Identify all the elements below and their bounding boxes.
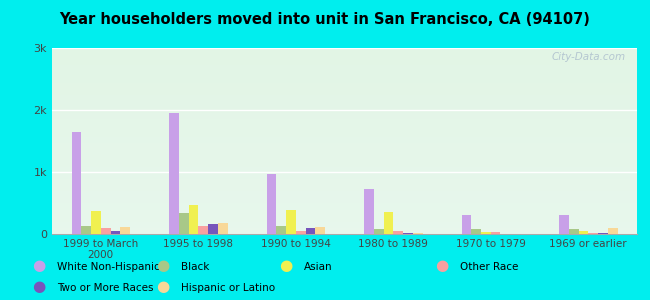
- Bar: [578, 231, 588, 234]
- Bar: [266, 173, 276, 234]
- Text: ●: ●: [436, 258, 448, 273]
- Bar: [276, 226, 286, 234]
- Text: ●: ●: [32, 258, 46, 273]
- Bar: [559, 215, 569, 234]
- Bar: [569, 229, 578, 234]
- Bar: [608, 228, 617, 234]
- Text: ●: ●: [156, 258, 169, 273]
- Bar: [403, 233, 413, 234]
- Text: Hispanic or Latino: Hispanic or Latino: [181, 283, 275, 293]
- Bar: [393, 231, 403, 234]
- Bar: [510, 233, 520, 234]
- Text: ●: ●: [156, 279, 169, 294]
- Text: Year householders moved into unit in San Francisco, CA (94107): Year householders moved into unit in San…: [60, 12, 590, 27]
- Bar: [471, 229, 481, 234]
- Bar: [374, 229, 383, 234]
- Bar: [413, 233, 422, 234]
- Text: Asian: Asian: [304, 262, 333, 272]
- Bar: [384, 212, 393, 234]
- Bar: [500, 233, 510, 234]
- Bar: [315, 227, 325, 234]
- Text: ●: ●: [280, 258, 292, 273]
- Bar: [101, 228, 111, 234]
- Text: White Non-Hispanic: White Non-Hispanic: [57, 262, 160, 272]
- Bar: [218, 223, 227, 234]
- Bar: [598, 233, 608, 234]
- Text: Other Race: Other Race: [460, 262, 519, 272]
- Bar: [481, 232, 491, 234]
- Bar: [91, 211, 101, 234]
- Bar: [81, 226, 91, 234]
- Bar: [208, 224, 218, 234]
- Bar: [179, 213, 188, 234]
- Bar: [364, 189, 374, 234]
- Bar: [188, 206, 198, 234]
- Text: ●: ●: [32, 279, 46, 294]
- Text: Black: Black: [181, 262, 209, 272]
- Text: City-Data.com: City-Data.com: [551, 52, 625, 62]
- Bar: [198, 226, 208, 234]
- Bar: [72, 132, 81, 234]
- Bar: [306, 228, 315, 234]
- Bar: [462, 215, 471, 234]
- Bar: [111, 231, 120, 234]
- Bar: [120, 227, 130, 234]
- Bar: [491, 232, 500, 234]
- Bar: [588, 233, 598, 234]
- Bar: [169, 113, 179, 234]
- Bar: [296, 231, 306, 234]
- Text: Two or More Races: Two or More Races: [57, 283, 153, 293]
- Bar: [286, 210, 296, 234]
